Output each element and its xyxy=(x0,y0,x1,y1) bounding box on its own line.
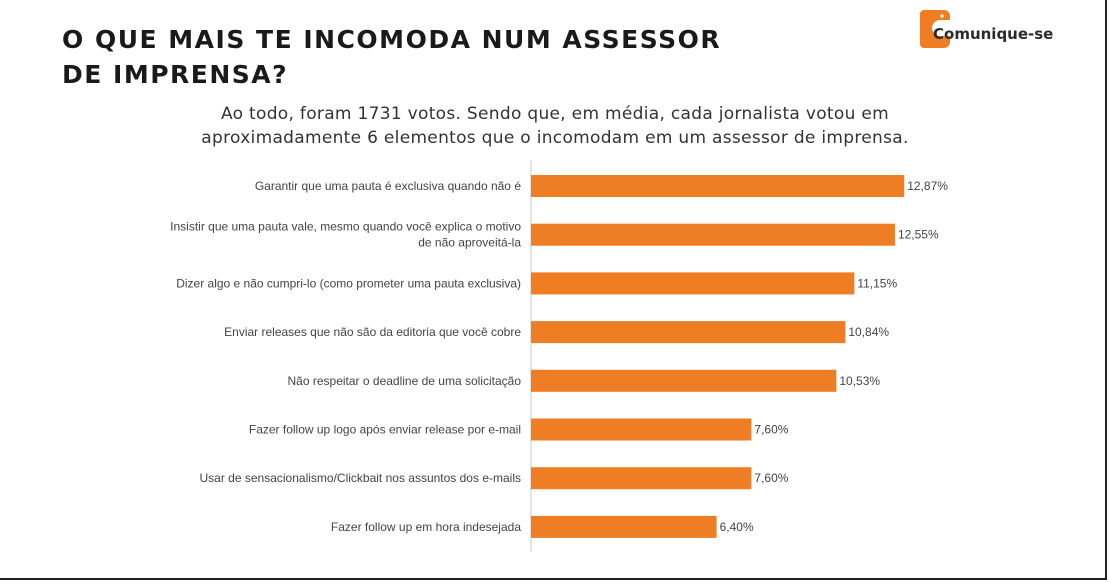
category-label-line: Enviar releases que não são da editoria … xyxy=(224,325,521,339)
value-label: 12,87% xyxy=(907,179,948,193)
bar xyxy=(531,272,855,295)
category-label-line: Dizer algo e não cumpri-lo (como promete… xyxy=(176,276,521,290)
brand-logo: Comunique-se xyxy=(918,8,1053,50)
category-label-line: Fazer follow up logo após enviar release… xyxy=(249,423,521,437)
value-label: 6,40% xyxy=(720,520,754,534)
bar xyxy=(531,418,752,441)
bar xyxy=(531,467,752,490)
title-line-2: DE IMPRENSA? xyxy=(62,60,289,89)
value-label: 7,60% xyxy=(754,423,788,437)
category-label-line: Fazer follow up em hora indesejada xyxy=(331,520,521,534)
bar xyxy=(531,515,717,538)
category-label: Insistir que uma pauta vale, mesmo quand… xyxy=(170,220,521,250)
value-label: 10,53% xyxy=(839,374,880,388)
category-label: Fazer follow up em hora indesejada xyxy=(331,520,521,534)
category-label: Fazer follow up logo após enviar release… xyxy=(249,423,521,437)
category-label: Não respeitar o deadline de uma solicita… xyxy=(288,374,522,388)
page-title: O QUE MAIS TE INCOMODA NUM ASSESSOR DE I… xyxy=(62,22,721,92)
value-label: 12,55% xyxy=(898,228,939,242)
value-label: 7,60% xyxy=(754,471,788,485)
logo-text: Comunique-se xyxy=(933,25,1054,43)
title-line-1: O QUE MAIS TE INCOMODA NUM ASSESSOR xyxy=(62,25,722,54)
category-label: Enviar releases que não são da editoria … xyxy=(224,325,521,339)
subtitle-line-1: Ao todo, foram 1731 votos. Sendo que, em… xyxy=(221,104,889,124)
bar xyxy=(531,321,846,344)
value-label: 10,84% xyxy=(848,325,889,339)
category-label-line: Insistir que uma pauta vale, mesmo quand… xyxy=(170,220,521,234)
bar xyxy=(531,223,895,246)
category-label-line: de não aproveitá-la xyxy=(418,236,521,250)
category-label: Garantir que uma pauta é exclusiva quand… xyxy=(255,179,522,193)
bar xyxy=(531,369,837,392)
category-label-line: Garantir que uma pauta é exclusiva quand… xyxy=(255,179,522,193)
category-label-line: Usar de sensacionalismo/Clickbait nos as… xyxy=(200,471,521,485)
category-label-line: Não respeitar o deadline de uma solicita… xyxy=(288,374,522,388)
bar xyxy=(531,175,905,197)
logo-icon xyxy=(920,10,950,48)
value-label: 11,15% xyxy=(857,276,897,290)
chart-subtitle: Ao todo, foram 1731 votos. Sendo que, em… xyxy=(140,102,970,150)
category-label: Usar de sensacionalismo/Clickbait nos as… xyxy=(200,471,521,485)
subtitle-line-2: aproximadamente 6 elementos que o incomo… xyxy=(201,128,909,148)
category-label: Dizer algo e não cumpri-lo (como promete… xyxy=(176,276,521,290)
